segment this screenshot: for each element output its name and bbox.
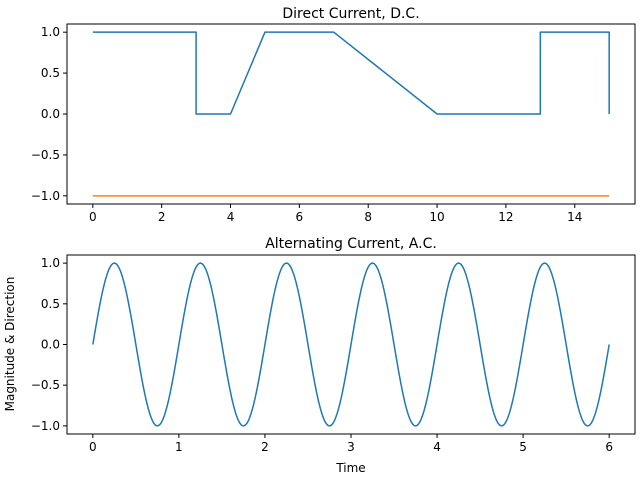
dc-y-ticks: −1.0 −0.5 0.0 0.5 1.0 [31,25,67,203]
dc-y-tick-label: −0.5 [31,148,60,162]
ac-series-group [92,262,610,427]
ac-y-tick-label: 1.0 [41,256,60,270]
ac-y-ticks: −1.0 −0.5 0.0 0.5 1.0 [31,256,67,433]
ac-plot-frame [66,254,636,435]
ac-x-tick-label: 4 [433,440,441,454]
ac-x-tick-label: 6 [605,440,613,454]
ac-x-ticks: 0 1 2 3 4 5 6 [89,434,613,454]
dc-x-tick-label: 2 [158,210,166,224]
dc-y-tick-label: 0.0 [41,107,60,121]
ac-y-axis-label: Magnitude & Direction [3,277,17,412]
ac-subplot: Alternating Current, A.C. 0 1 2 3 4 5 6 −1.0 −0… [3,236,636,475]
dc-x-tick-label: 8 [364,210,372,224]
dc-y-tick-label: 1.0 [41,25,60,39]
dc-x-tick-label: 10 [429,210,444,224]
dc-x-tick-label: 0 [89,210,97,224]
ac-series-line-1 [92,262,610,427]
dc-chart-title: Direct Current, D.C. [282,6,419,22]
ac-x-tick-label: 1 [175,440,183,454]
dc-series-line-1 [92,31,610,115]
ac-y-tick-label: 0.5 [41,297,60,311]
ac-y-tick-label: 0.0 [41,338,60,352]
dc-x-tick-label: 12 [498,210,513,224]
dc-x-tick-label: 6 [296,210,304,224]
ac-chart-title: Alternating Current, A.C. [265,236,437,252]
dc-x-ticks: 0 2 4 6 8 10 12 14 [89,204,582,224]
ac-x-axis-label: Time [335,461,365,475]
ac-x-tick-label: 2 [261,440,269,454]
ac-x-tick-label: 5 [519,440,527,454]
dc-subplot: Direct Current, D.C. 0 2 4 6 8 10 12 14 −1.0 −0.… [31,6,636,224]
ac-y-tick-label: −1.0 [31,419,60,433]
dc-y-tick-label: −1.0 [31,189,60,203]
ac-y-tick-label: −0.5 [31,378,60,392]
dc-x-tick-label: 14 [567,210,582,224]
dc-y-tick-label: 0.5 [41,66,60,80]
ac-x-tick-label: 3 [347,440,355,454]
dc-plot-frame [66,23,636,205]
dc-series-group [92,31,610,197]
ac-x-tick-label: 0 [89,440,97,454]
dc-x-tick-label: 4 [227,210,235,224]
